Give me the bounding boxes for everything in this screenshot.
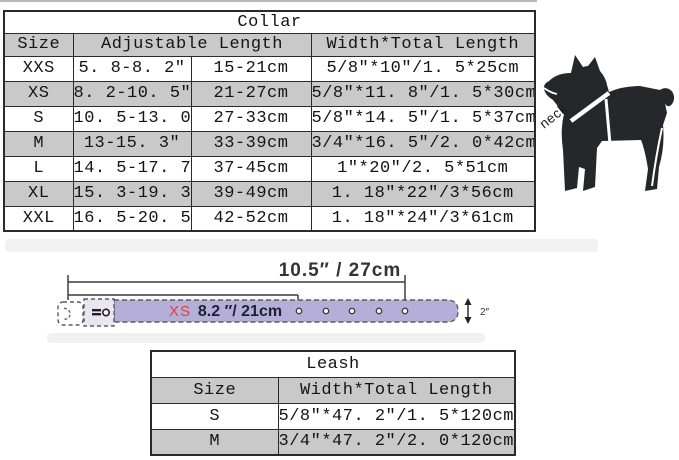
table-cell: 14. 5-17. 7″	[72, 155, 192, 182]
leash-table-title: Leash	[150, 350, 516, 378]
table-cell: 27-33cm	[190, 105, 312, 132]
buckle-hook	[62, 307, 71, 320]
collar-size-table: Collar Size Adjustable Length Width*Tota…	[3, 10, 537, 232]
table-row: S 10. 5-13. 0″ 27-33cm 5/8″*14. 5″/1. 5*…	[3, 105, 536, 132]
table-cell: S	[3, 105, 74, 132]
table-cell: S	[150, 402, 279, 430]
table-row: XL 15. 3-19. 3 39-49cm 1. 18″*22″/3*56cm	[3, 180, 536, 207]
table-cell: M	[3, 130, 74, 157]
column-header-size: Size	[3, 32, 74, 57]
table-cell: 5. 8-8. 2″	[72, 55, 192, 82]
width-arrow	[464, 298, 472, 324]
table-cell: XS	[3, 80, 74, 107]
dog-white-markings	[543, 87, 663, 187]
table-row: XS 8. 2-10. 5″ 21-27cm 5/8″*11. 8″/1. 5*…	[3, 80, 536, 107]
column-header-size: Size	[150, 376, 279, 404]
table-row: M 13-15. 3″ 33-39cm 3/4″*16. 5″/2. 0*42c…	[3, 130, 536, 157]
table-row: Leash	[150, 350, 516, 378]
table-cell: 5/8″*47. 2″/1. 5*120cm	[277, 402, 516, 430]
table-cell: XL	[3, 180, 74, 207]
table-cell: 5/8″*10″/1. 5*25cm	[310, 55, 536, 82]
collar-diagram: 10.5″ / 27cm XS 8.2 ″/ 21cm 2″	[57, 260, 490, 327]
table-cell: 10. 5-13. 0″	[72, 105, 192, 132]
table-row: XXL 16. 5-20. 5 42-52cm 1. 18″*24″/3*61c…	[3, 205, 536, 232]
shadow-artifact	[5, 239, 598, 252]
table-cell: 5/8″*14. 5″/1. 5*37cm	[310, 105, 536, 132]
table-cell: M	[150, 428, 279, 456]
table-cell: 16. 5-20. 5	[72, 205, 192, 232]
dog-silhouette: neck	[540, 55, 675, 191]
table-cell: 15. 3-19. 3	[72, 180, 192, 207]
table-row: XXS 5. 8-8. 2″ 15-21cm 5/8″*10″/1. 5*25c…	[3, 55, 536, 82]
table-row: Size Adjustable Length Width*Total Lengt…	[3, 32, 536, 57]
total-length-label: 10.5″ / 27cm	[279, 260, 402, 281]
collar-size-label: XS	[169, 303, 191, 320]
column-header-adjustable-length: Adjustable Length	[72, 32, 312, 57]
collar-holes	[295, 307, 409, 315]
collar-strap	[113, 299, 459, 323]
table-cell: 8. 2-10. 5″	[72, 80, 192, 107]
table-row: M 3/4″*47. 2″/2. 0*120cm	[150, 428, 516, 456]
leash-size-table: Leash Size Width*Total Length S 5/8″*47.…	[150, 350, 517, 456]
table-cell: 3/4″*16. 5″/2. 0*42cm	[310, 130, 536, 157]
table-cell: 33-39cm	[190, 130, 312, 157]
table-cell: 42-52cm	[190, 205, 312, 232]
table-cell: 1″*20″/2. 5*51cm	[310, 155, 536, 182]
table-cell: XXL	[3, 205, 74, 232]
width-label: 2″	[480, 307, 490, 318]
table-cell: 1. 18″*24″/3*61cm	[310, 205, 536, 232]
table-row: S 5/8″*47. 2″/1. 5*120cm	[150, 402, 516, 430]
collar-table-title: Collar	[3, 10, 536, 34]
table-cell: 39-49cm	[190, 180, 312, 207]
table-cell: 1. 18″*22″/3*56cm	[310, 180, 536, 207]
table-cell: 15-21cm	[190, 55, 312, 82]
table-cell: L	[3, 155, 74, 182]
table-cell: 37-45cm	[190, 155, 312, 182]
table-row: Size Width*Total Length	[150, 376, 516, 404]
table-cell: 13-15. 3″	[72, 130, 192, 157]
table-cell: 5/8″*11. 8″/1. 5*30cm	[310, 80, 536, 107]
clasp-icon	[92, 308, 110, 317]
table-cell: 21-27cm	[190, 80, 312, 107]
column-header-width-total-length: Width*Total Length	[277, 376, 516, 404]
table-cell: XXS	[3, 55, 74, 82]
table-cell: 3/4″*47. 2″/2. 0*120cm	[277, 428, 516, 456]
buckle-loop	[57, 301, 84, 326]
table-row: L 14. 5-17. 7″ 37-45cm 1″*20″/2. 5*51cm	[3, 155, 536, 182]
shadow-artifact	[47, 333, 485, 343]
top-border-line	[0, 0, 537, 2]
adjustable-length-label: 8.2 ″/ 21cm	[198, 303, 282, 320]
table-row: Collar	[3, 10, 536, 34]
column-header-width-total-length: Width*Total Length	[310, 32, 536, 57]
